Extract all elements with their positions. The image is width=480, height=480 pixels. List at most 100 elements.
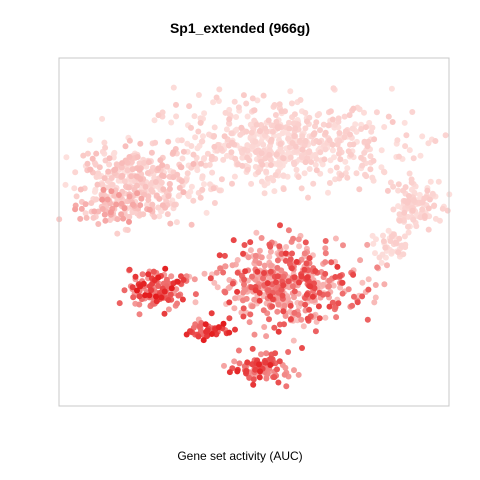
cell-point: [211, 124, 218, 131]
cell-point: [301, 250, 308, 257]
cell-point: [241, 276, 248, 283]
cell-point: [244, 113, 251, 120]
cell-point: [252, 138, 259, 145]
cell-point: [304, 274, 311, 281]
cell-point: [258, 351, 264, 358]
cell-point: [320, 281, 327, 288]
cell-point: [361, 109, 367, 116]
cell-point: [419, 133, 426, 140]
cell-point: [104, 196, 111, 203]
cell-point: [258, 235, 265, 241]
cell-point: [288, 265, 295, 272]
cell-point: [280, 282, 287, 289]
cell-point: [243, 100, 250, 107]
cell-point: [213, 94, 220, 101]
cell-point: [170, 174, 177, 181]
cell-point: [200, 133, 206, 140]
cell-point: [112, 166, 119, 173]
cell-point: [102, 217, 109, 224]
cell-point: [405, 229, 412, 236]
cell-point: [206, 131, 212, 138]
cell-point: [343, 128, 349, 135]
cell-point: [155, 112, 162, 119]
cell-point: [297, 97, 304, 103]
cell-point: [398, 242, 405, 249]
cell-point: [337, 273, 343, 279]
cell-point: [263, 375, 270, 382]
cell-point: [364, 143, 371, 150]
cell-point: [394, 137, 401, 144]
cell-point: [344, 174, 351, 181]
cell-point: [278, 286, 285, 293]
cell-point: [341, 134, 348, 141]
cell-point: [121, 205, 128, 212]
cell-point: [146, 292, 153, 299]
cell-point: [388, 85, 395, 92]
cell-point: [280, 155, 287, 162]
cell-point: [130, 201, 136, 208]
cell-point: [171, 201, 178, 208]
cell-point: [342, 158, 349, 165]
cell-point: [161, 310, 168, 317]
cell-point: [251, 331, 258, 338]
cell-point: [276, 243, 283, 250]
cell-point: [99, 115, 106, 122]
cell-point: [99, 182, 106, 189]
cell-point: [151, 213, 158, 220]
cell-point: [273, 118, 280, 125]
cell-point: [358, 121, 365, 128]
cell-point: [239, 162, 246, 169]
cell-point: [72, 169, 79, 176]
cell-point: [299, 146, 306, 153]
cell-point: [126, 154, 133, 160]
cell-point: [266, 151, 273, 158]
cell-point: [285, 295, 291, 302]
cell-point: [411, 189, 418, 196]
cell-point: [136, 311, 143, 318]
cell-point: [198, 160, 205, 167]
cell-point: [244, 166, 251, 173]
cell-point: [263, 350, 270, 357]
cell-point: [286, 119, 292, 126]
cell-point: [384, 187, 391, 194]
cell-point: [170, 149, 177, 156]
cell-point: [369, 232, 376, 239]
cell-point: [200, 337, 207, 344]
cell-point: [387, 238, 394, 244]
cell-point: [385, 113, 392, 120]
cell-point: [283, 383, 290, 390]
cell-point: [235, 347, 242, 354]
cell-point: [202, 162, 209, 169]
cell-point: [229, 180, 235, 187]
cell-point: [322, 245, 329, 252]
cell-point: [217, 265, 224, 272]
cell-point: [268, 136, 275, 143]
cell-point: [271, 188, 278, 195]
cell-point: [312, 268, 319, 274]
cell-point: [373, 109, 380, 116]
cell-point: [183, 177, 190, 184]
cell-point: [288, 100, 295, 107]
cell-point: [220, 320, 227, 327]
cell-point: [280, 308, 287, 315]
cell-point: [208, 310, 215, 317]
cell-point: [396, 217, 403, 224]
cell-point: [401, 233, 408, 240]
cell-point: [281, 302, 288, 309]
cell-point: [168, 285, 175, 292]
cell-point: [299, 345, 305, 351]
cell-point: [192, 134, 199, 141]
cell-point: [178, 178, 185, 185]
cell-point: [330, 85, 337, 92]
cell-point: [242, 268, 249, 275]
cell-point: [101, 175, 108, 182]
cell-point: [226, 329, 233, 336]
cell-point: [267, 268, 274, 275]
cell-point: [279, 292, 286, 299]
cell-point: [345, 286, 352, 293]
cell-point: [244, 154, 251, 161]
cell-point: [218, 176, 225, 183]
cell-point: [439, 205, 446, 212]
cell-point: [188, 124, 194, 131]
cell-point: [247, 239, 254, 246]
